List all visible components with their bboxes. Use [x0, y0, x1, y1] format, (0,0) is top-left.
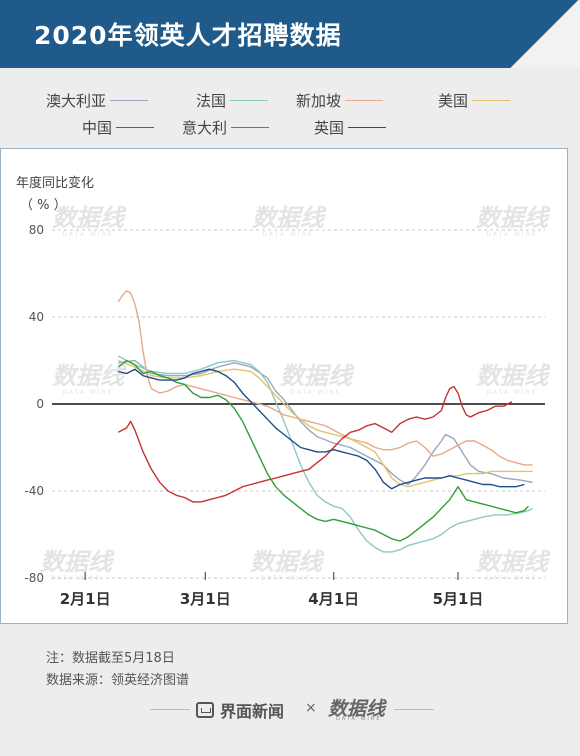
page-title: 2020年领英人才招聘数据	[34, 21, 342, 50]
legend-item: 英国	[314, 117, 387, 138]
legend-swatch	[345, 100, 384, 101]
brand-box-icon	[196, 702, 214, 718]
partner-logo-sub: DATA WIRE	[336, 716, 382, 722]
legend-swatch	[230, 100, 269, 101]
y-axis-label: 年度同比变化	[16, 176, 95, 191]
footer: 界面新闻 × 数据线 DATA WIRE	[0, 694, 580, 724]
y-tick-label: 40	[29, 310, 44, 324]
legend-item: 新加坡	[296, 90, 384, 111]
legend-swatch	[472, 100, 511, 101]
y-tick-label: 0	[36, 397, 44, 411]
partner-logo: 数据线	[328, 698, 386, 720]
legend-item: 美国	[438, 90, 511, 111]
series-line	[118, 368, 525, 490]
x-tick-label: 3月1日	[180, 590, 231, 608]
legend-item: 法国	[196, 90, 269, 111]
watermark-sub: DATA WIRE	[486, 575, 537, 582]
x-tick-label: 2月1日	[60, 590, 111, 608]
watermark-sub: DATA WIRE	[260, 575, 311, 582]
legend-swatch	[231, 127, 270, 128]
watermark-logo: 数据线	[476, 548, 551, 576]
y-tick-label: -80	[24, 571, 44, 585]
watermark-logo: 数据线	[280, 362, 355, 390]
brand-logo: 界面新闻	[196, 698, 284, 722]
watermark-logo: 数据线	[40, 548, 115, 576]
watermark-sub: DATA WIRE	[290, 389, 341, 396]
legend-label: 澳大利亚	[46, 92, 107, 110]
header-corner-decoration	[510, 0, 580, 68]
brand-name: 界面新闻	[220, 702, 285, 721]
footer-divider-right	[394, 709, 434, 710]
watermark-sub: DATA WIRE	[50, 575, 101, 582]
watermark-logo: 数据线	[250, 548, 325, 576]
data-source-note: 数据来源：领英经济图谱	[46, 673, 190, 688]
series-line	[117, 355, 533, 553]
y-tick-label: 80	[29, 223, 44, 237]
legend-swatch	[116, 127, 155, 128]
series-line	[118, 359, 533, 488]
series-line	[117, 359, 529, 542]
y-tick-label: -40	[24, 484, 44, 498]
data-cutoff-note: 注：数据截至5月18日	[46, 651, 175, 666]
footer-divider-left	[150, 709, 190, 710]
watermark-sub: DATA WIRE	[486, 231, 537, 238]
watermark-logo: 数据线	[476, 204, 551, 232]
watermark-sub: DATA WIRE	[262, 231, 313, 238]
collab-times-sign: ×	[305, 700, 317, 716]
plot-frame	[0, 148, 568, 624]
series-line	[117, 385, 513, 503]
legend-label: 意大利	[182, 119, 228, 137]
watermark-sub: DATA WIRE	[62, 389, 113, 396]
legend-item: 意大利	[182, 117, 270, 138]
x-tick-label: 5月1日	[433, 590, 484, 608]
series-line	[117, 290, 533, 466]
y-axis-unit: （ % ）	[20, 198, 67, 213]
watermark-sub: DATA WIRE	[486, 389, 537, 396]
legend-label: 法国	[196, 92, 227, 110]
watermark-logo: 数据线	[476, 362, 551, 390]
watermark-logo: 数据线	[252, 204, 327, 232]
legend-swatch	[110, 100, 149, 101]
legend-label: 新加坡	[296, 92, 342, 110]
header-band: 2020年领英人才招聘数据	[0, 0, 580, 68]
watermark-logo: 数据线	[52, 362, 127, 390]
legend-label: 中国	[82, 119, 113, 137]
legend-label: 美国	[438, 92, 469, 110]
chart-legend: 澳大利亚 法国 新加坡 美国中国 意大利 英国	[0, 82, 580, 142]
x-tick-label: 4月1日	[308, 590, 359, 608]
legend-swatch	[348, 127, 387, 128]
series-line	[118, 359, 533, 486]
legend-item: 澳大利亚	[46, 90, 149, 111]
watermark-logo: 数据线	[52, 204, 127, 232]
chart-notes: 注：数据截至5月18日 数据来源：领英经济图谱	[46, 648, 189, 692]
watermark-sub: DATA WIRE	[62, 231, 113, 238]
legend-label: 英国	[314, 119, 345, 137]
legend-item: 中国	[82, 117, 155, 138]
